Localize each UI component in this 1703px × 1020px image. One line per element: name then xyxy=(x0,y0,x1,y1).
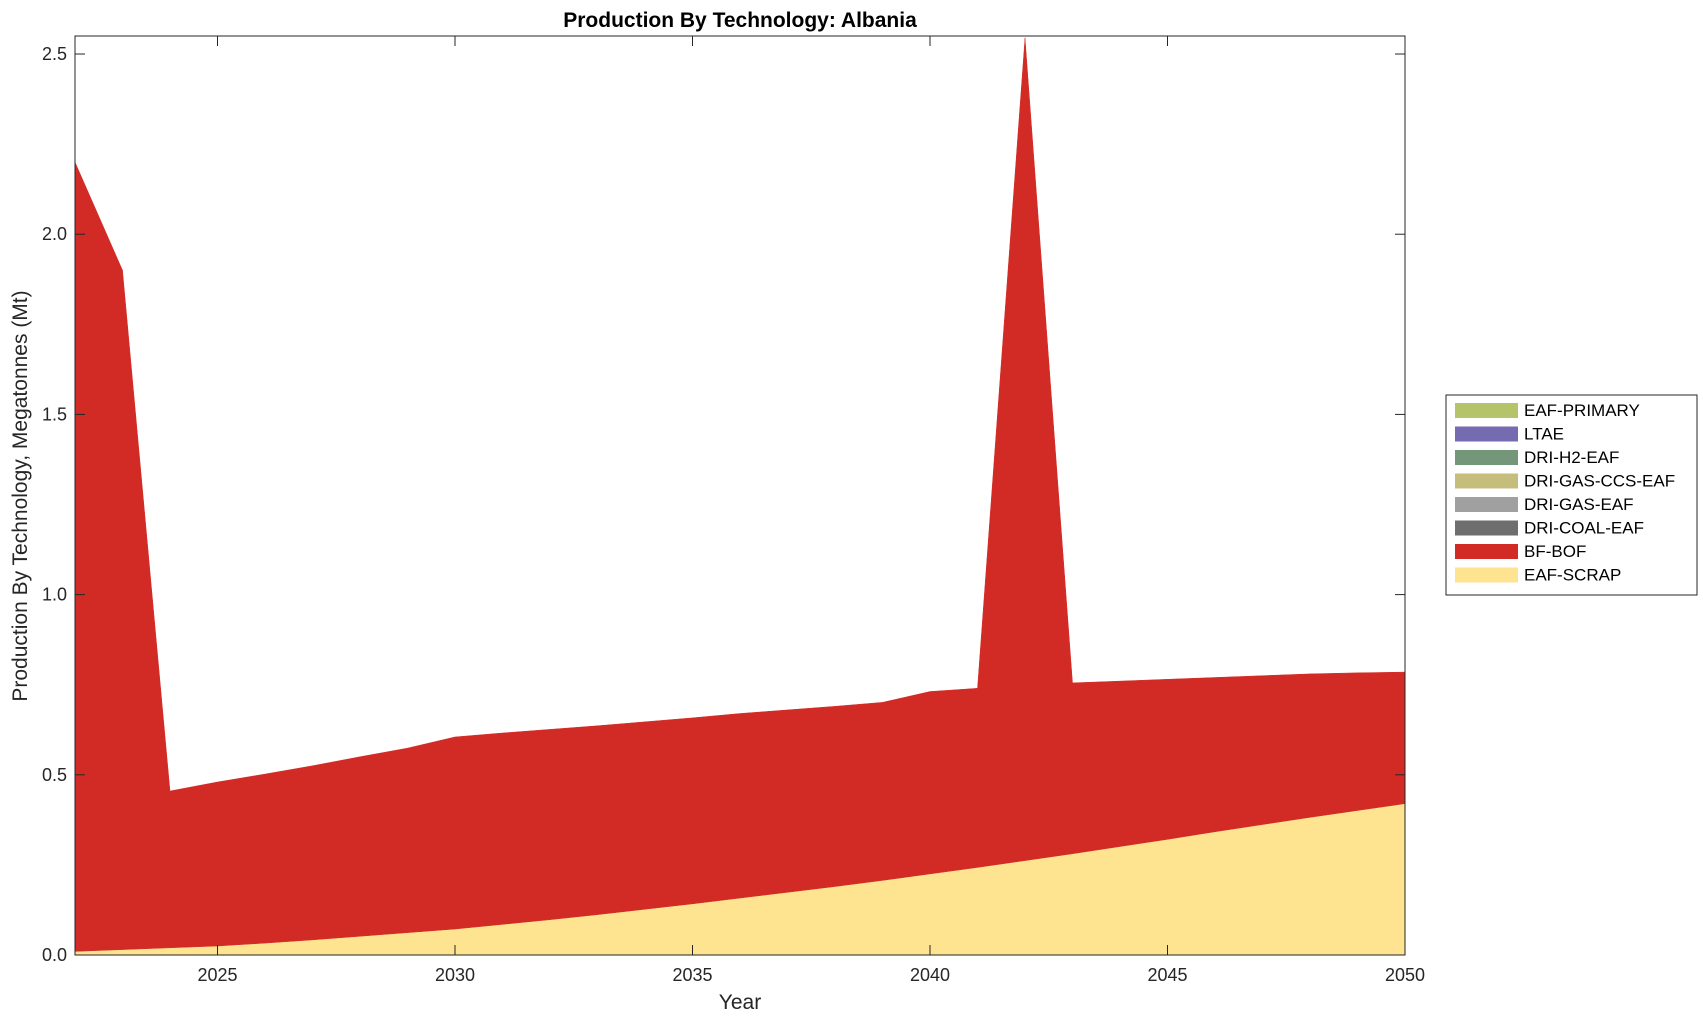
legend-label-dri-coal-eaf: DRI-COAL-EAF xyxy=(1524,519,1644,538)
chart-title: Production By Technology: Albania xyxy=(563,9,917,32)
legend-label-bf-bof: BF-BOF xyxy=(1524,542,1586,561)
y-tick-label: 1.0 xyxy=(42,585,67,605)
y-tick-label: 0.5 xyxy=(42,765,67,785)
legend-label-dri-gas-ccs-eaf: DRI-GAS-CCS-EAF xyxy=(1524,472,1675,491)
x-tick-label: 2030 xyxy=(435,965,475,985)
x-tick-label: 2045 xyxy=(1147,965,1187,985)
legend-swatch-dri-gas-eaf xyxy=(1455,497,1518,512)
area-bf-bof xyxy=(74,37,1406,952)
legend-swatch-ltae xyxy=(1455,426,1518,442)
legend-swatch-dri-gas-ccs-eaf xyxy=(1455,473,1518,489)
x-tick-label: 2040 xyxy=(910,965,950,985)
y-tick-label: 2.0 xyxy=(42,224,67,244)
y-axis-ticks: 0.0 0.5 1.0 1.5 2.0 2.5 xyxy=(42,44,1405,965)
legend: EAF-PRIMARY LTAE DRI-H2-EAF DRI-GAS-CCS-EAF… xyxy=(1445,394,1698,596)
legend-label-dri-h2-eaf: DRI-H2-EAF xyxy=(1524,448,1619,467)
legend-swatch-dri-h2-eaf xyxy=(1455,450,1518,465)
legend-label-eaf-primary: EAF-PRIMARY xyxy=(1524,401,1640,420)
legend-label-dri-gas-eaf: DRI-GAS-EAF xyxy=(1524,495,1634,514)
x-tick-label: 2050 xyxy=(1385,965,1425,985)
legend-swatch-bf-bof xyxy=(1455,544,1518,559)
x-tick-label: 2025 xyxy=(197,965,237,985)
y-axis-title: Production By Technology, Megatonnes (Mt… xyxy=(9,290,32,701)
x-axis-ticks: 2025 2030 2035 2040 2045 2050 xyxy=(197,36,1425,985)
y-tick-label: 0.0 xyxy=(42,945,67,965)
legend-swatch-eaf-primary xyxy=(1455,403,1518,418)
y-tick-label: 1.5 xyxy=(42,404,67,424)
area-series-group xyxy=(74,37,1406,956)
plot-frame xyxy=(74,35,1406,956)
y-tick-label: 2.5 xyxy=(42,44,67,64)
legend-swatch-dri-coal-eaf xyxy=(1455,520,1518,536)
legend-label-eaf-scrap: EAF-SCRAP xyxy=(1524,566,1621,585)
legend-label-ltae: LTAE xyxy=(1524,425,1564,444)
x-axis-title: Year xyxy=(719,991,761,1014)
x-tick-label: 2035 xyxy=(672,965,712,985)
legend-swatch-eaf-scrap xyxy=(1455,567,1518,583)
